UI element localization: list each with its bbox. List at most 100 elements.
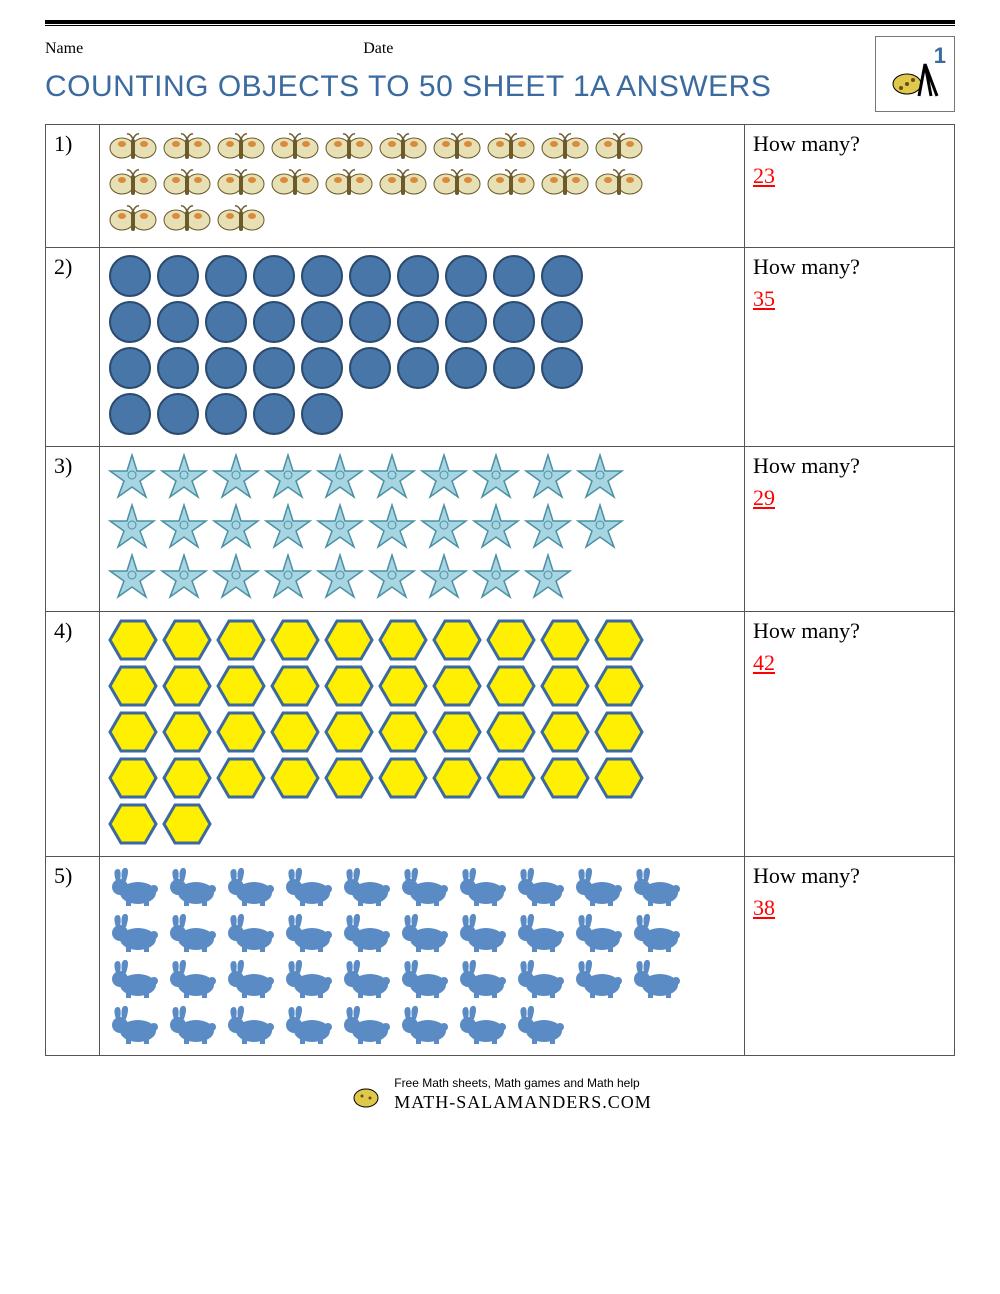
circle-icon — [540, 300, 584, 344]
rabbit-icon — [398, 909, 452, 953]
hexagon-icon — [270, 664, 320, 708]
hexagon-icon — [540, 618, 590, 662]
footer: Free Math sheets, Math games and Math he… — [45, 1056, 955, 1131]
footer-tagline: Free Math sheets, Math games and Math he… — [394, 1076, 639, 1090]
answer-value: 23 — [753, 163, 775, 189]
hexagon-icon — [486, 756, 536, 800]
circle-icon — [396, 346, 440, 390]
butterfly-icon — [108, 203, 158, 237]
starfish-icon — [576, 503, 624, 551]
hexagon-icon — [162, 756, 212, 800]
hexagon-icon — [486, 618, 536, 662]
answer-cell: How many? 29 — [745, 447, 955, 612]
butterfly-icon — [108, 131, 158, 165]
circle-icon — [204, 300, 248, 344]
hexagon-icon — [216, 710, 266, 754]
rabbit-icon — [108, 909, 162, 953]
rabbit-icon — [224, 1001, 278, 1045]
butterfly-icon — [270, 167, 320, 201]
starfish-icon — [524, 553, 572, 601]
hexagon-icon — [162, 802, 212, 846]
circle-icon — [300, 300, 344, 344]
problem-row: 5)How many?38 — [46, 857, 955, 1056]
objects-cell — [100, 612, 745, 857]
objects-cell — [100, 248, 745, 447]
circle-icon — [444, 254, 488, 298]
circle-icon — [300, 392, 344, 436]
objects-cell — [100, 447, 745, 612]
hexagon-icon — [378, 664, 428, 708]
hexagon-icon — [378, 618, 428, 662]
starfish-icon — [108, 553, 156, 601]
butterfly-icon — [486, 131, 536, 165]
problem-row: 3) How many? 29 — [46, 447, 955, 612]
rabbit-icon — [398, 955, 452, 999]
butterfly-icon — [486, 167, 536, 201]
hexagon-icon — [162, 618, 212, 662]
hexagon-icon — [108, 802, 158, 846]
butterfly-icon — [594, 131, 644, 165]
date-label: Date — [363, 40, 393, 58]
rabbit-icon — [282, 863, 336, 907]
circle-icon — [108, 346, 152, 390]
hexagon-icon — [540, 710, 590, 754]
circle-icon — [156, 254, 200, 298]
objects-cell — [100, 125, 745, 248]
grade-number: 1 — [934, 43, 946, 69]
rabbit-icon — [514, 955, 568, 999]
starfish-icon — [316, 553, 364, 601]
rabbit-icon — [514, 909, 568, 953]
answer-cell: How many? 23 — [745, 125, 955, 248]
rabbit-icon — [456, 955, 510, 999]
circle-icon — [252, 254, 296, 298]
problem-number: 5) — [46, 857, 100, 1056]
circle-icon — [108, 392, 152, 436]
hexagon-icon — [432, 756, 482, 800]
hexagon-icon — [216, 618, 266, 662]
hexagon-icon — [594, 756, 644, 800]
answer-value: 29 — [753, 485, 775, 511]
hexagon-icon — [486, 710, 536, 754]
hexagon-icon — [540, 664, 590, 708]
rabbit-icon — [166, 1001, 220, 1045]
hexagon-icon — [324, 756, 374, 800]
butterfly-icon — [324, 167, 374, 201]
question-label: How many? — [753, 254, 946, 280]
rabbit-icon — [572, 909, 626, 953]
circle-icon — [108, 254, 152, 298]
circle-icon — [396, 254, 440, 298]
top-rule — [45, 20, 955, 26]
hexagon-icon — [324, 618, 374, 662]
circle-icon — [156, 300, 200, 344]
rabbit-icon — [224, 863, 278, 907]
butterfly-icon — [162, 203, 212, 237]
starfish-icon — [212, 453, 260, 501]
butterfly-icon — [540, 167, 590, 201]
hexagon-icon — [594, 618, 644, 662]
starfish-icon — [420, 503, 468, 551]
problem-row: 4)How many?42 — [46, 612, 955, 857]
header: Name Date COUNTING OBJECTS TO 50 SHEET 1… — [45, 36, 955, 118]
hexagon-icon — [432, 710, 482, 754]
question-label: How many? — [753, 863, 946, 889]
hexagon-icon — [324, 710, 374, 754]
butterfly-icon — [540, 131, 590, 165]
rabbit-icon — [340, 1001, 394, 1045]
worksheet-page: Name Date COUNTING OBJECTS TO 50 SHEET 1… — [0, 0, 1000, 1151]
hexagon-icon — [216, 664, 266, 708]
problem-number: 3) — [46, 447, 100, 612]
starfish-icon — [472, 453, 520, 501]
problem-row: 1)How many?23 — [46, 125, 955, 248]
question-label: How many? — [753, 453, 946, 479]
circle-icon — [348, 300, 392, 344]
starfish-icon — [420, 453, 468, 501]
rabbit-icon — [224, 909, 278, 953]
butterfly-icon — [378, 131, 428, 165]
starfish-icon — [108, 503, 156, 551]
answer-cell: How many?42 — [745, 612, 955, 857]
hexagon-icon — [378, 756, 428, 800]
circle-icon — [156, 346, 200, 390]
circle-icon — [204, 392, 248, 436]
hexagon-icon — [270, 756, 320, 800]
question-label: How many? — [753, 131, 946, 157]
